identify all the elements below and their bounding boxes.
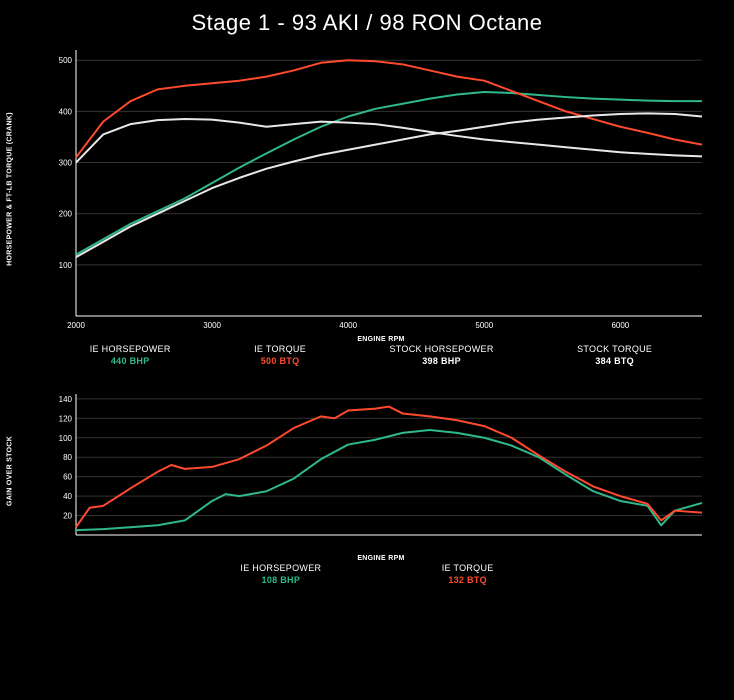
svg-text:20: 20 (63, 512, 72, 521)
chart1-legend: IE HORSEPOWER 440 BHP IE TORQUE 500 BTQ STOC… (48, 344, 694, 366)
dyno-chart: HORSEPOWER & FT-LB TORQUE (CRANK) 100200… (48, 44, 714, 334)
legend-label: IE HORSEPOWER (240, 563, 321, 573)
svg-text:40: 40 (63, 492, 72, 501)
legend-item: IE HORSEPOWER 440 BHP (90, 344, 171, 366)
svg-text:2000: 2000 (67, 321, 85, 330)
legend-value: 500 BTQ (254, 356, 306, 366)
legend-label: STOCK HORSEPOWER (389, 344, 493, 354)
svg-text:100: 100 (59, 261, 73, 270)
legend-item: IE HORSEPOWER 108 BHP (240, 563, 321, 585)
legend-label: IE HORSEPOWER (90, 344, 171, 354)
chart1-xlabel: ENGINE RPM (48, 336, 714, 343)
legend-value: 440 BHP (90, 356, 171, 366)
legend-value: 398 BHP (389, 356, 493, 366)
legend-label: IE TORQUE (254, 344, 306, 354)
legend-label: STOCK TORQUE (577, 344, 652, 354)
svg-text:6000: 6000 (611, 321, 629, 330)
chart1-ylabel: HORSEPOWER & FT-LB TORQUE (CRANK) (7, 112, 14, 266)
chart2-svg: 20 40 60 80 100 120 140 (48, 388, 708, 553)
svg-text:300: 300 (59, 159, 73, 168)
svg-text:60: 60 (63, 473, 72, 482)
svg-text:4000: 4000 (339, 321, 357, 330)
svg-text:100: 100 (59, 434, 73, 443)
chart2-ylabel: GAIN OVER STOCK (7, 435, 14, 505)
chart1-svg: 100 200 300 400 500 2000 3000 4000 5000 6000 (48, 44, 708, 334)
svg-text:120: 120 (59, 414, 73, 423)
legend-value: 108 BHP (240, 575, 321, 585)
chart2-legend: IE HORSEPOWER 108 BHP IE TORQUE 132 BTQ (120, 563, 614, 585)
legend-item: STOCK HORSEPOWER 398 BHP (389, 344, 493, 366)
legend-item: IE TORQUE 132 BTQ (442, 563, 494, 585)
legend-item: STOCK TORQUE 384 BTQ (577, 344, 652, 366)
chart2-xlabel: ENGINE RPM (48, 555, 714, 562)
svg-text:3000: 3000 (203, 321, 221, 330)
legend-value: 132 BTQ (442, 575, 494, 585)
legend-value: 384 BTQ (577, 356, 652, 366)
svg-text:5000: 5000 (475, 321, 493, 330)
legend-item: IE TORQUE 500 BTQ (254, 344, 306, 366)
legend-label: IE TORQUE (442, 563, 494, 573)
page-title: Stage 1 - 93 AKI / 98 RON Octane (0, 0, 734, 44)
svg-text:400: 400 (59, 107, 73, 116)
gains-chart: GAIN OVER STOCK 20406080100120140 ENGINE… (48, 388, 714, 553)
svg-text:500: 500 (59, 56, 73, 65)
svg-text:140: 140 (59, 395, 73, 404)
svg-text:80: 80 (63, 453, 72, 462)
svg-text:200: 200 (59, 210, 73, 219)
